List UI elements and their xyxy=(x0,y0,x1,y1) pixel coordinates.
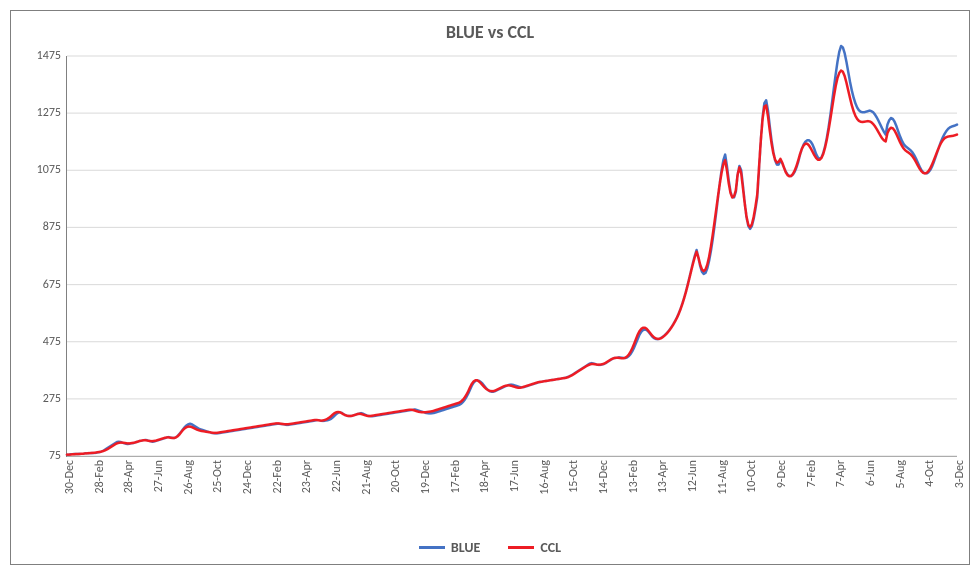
x-tick-label: 30-Dec xyxy=(63,460,77,494)
x-tick-label: 28-Apr xyxy=(122,460,136,493)
x-tick-label: 22-Jun xyxy=(330,460,344,492)
chart-title: BLUE vs CCL xyxy=(11,21,969,43)
x-tick-label: 17-Feb xyxy=(449,460,463,493)
x-tick-label: 7-Apr xyxy=(834,460,848,487)
x-tick-label: 9-Dec xyxy=(775,460,789,488)
series-group xyxy=(67,46,957,455)
x-tick-label: 12-Jun xyxy=(686,460,700,492)
x-tick-label: 24-Dec xyxy=(241,460,255,494)
y-tick-label: 475 xyxy=(43,335,61,349)
x-tick-label: 5-Aug xyxy=(894,460,908,489)
plot-area: 75275475675875107512751475 30-Dec28-Feb2… xyxy=(66,56,957,457)
x-tick-label: 15-Oct xyxy=(567,460,581,493)
x-tick-label: 3-Dec xyxy=(953,460,967,488)
legend-label: BLUE xyxy=(451,539,480,556)
gridlines xyxy=(67,56,957,456)
y-tick-label: 875 xyxy=(43,220,61,234)
y-tick-label: 275 xyxy=(43,392,61,406)
y-tick-label: 1475 xyxy=(37,49,61,63)
legend-label: CCL xyxy=(540,539,561,556)
legend: BLUE CCL xyxy=(11,539,969,556)
x-tick-label: 23-Apr xyxy=(300,460,314,493)
x-tick-label: 11-Aug xyxy=(716,460,730,495)
x-tick-label: 13-Apr xyxy=(656,460,670,493)
y-tick-label: 1275 xyxy=(37,106,61,120)
x-tick-label: 6-Jun xyxy=(864,460,878,486)
x-tick-label: 20-Oct xyxy=(389,460,403,493)
y-tick-label: 675 xyxy=(43,278,61,292)
x-tick-label: 26-Aug xyxy=(182,460,196,495)
x-tick-label: 21-Aug xyxy=(360,460,374,495)
x-tick-label: 17-Jun xyxy=(508,460,522,492)
x-tick-label: 7-Feb xyxy=(805,460,819,487)
x-tick-label: 22-Feb xyxy=(271,460,285,493)
x-tick-label: 14-Dec xyxy=(597,460,611,494)
series-ccl xyxy=(67,71,957,455)
legend-item-blue: BLUE xyxy=(419,539,480,556)
chart-container: BLUE vs CCL 75275475675875107512751475 3… xyxy=(10,10,970,565)
x-tick-label: 4-Oct xyxy=(923,460,937,487)
series-blue xyxy=(67,46,957,455)
x-tick-label: 16-Aug xyxy=(538,460,552,495)
legend-swatch xyxy=(508,546,534,549)
x-tick-label: 28-Feb xyxy=(93,460,107,493)
legend-swatch xyxy=(419,546,445,549)
x-tick-label: 27-Jun xyxy=(152,460,166,492)
plot-svg xyxy=(67,56,957,456)
x-tick-label: 25-Oct xyxy=(211,460,225,493)
x-tick-label: 10-Oct xyxy=(745,460,759,493)
y-tick-label: 1075 xyxy=(37,163,61,177)
x-tick-label: 19-Dec xyxy=(419,460,433,494)
x-tick-label: 13-Feb xyxy=(627,460,641,493)
y-tick-label: 75 xyxy=(49,449,61,463)
x-tick-label: 18-Apr xyxy=(478,460,492,493)
legend-item-ccl: CCL xyxy=(508,539,561,556)
